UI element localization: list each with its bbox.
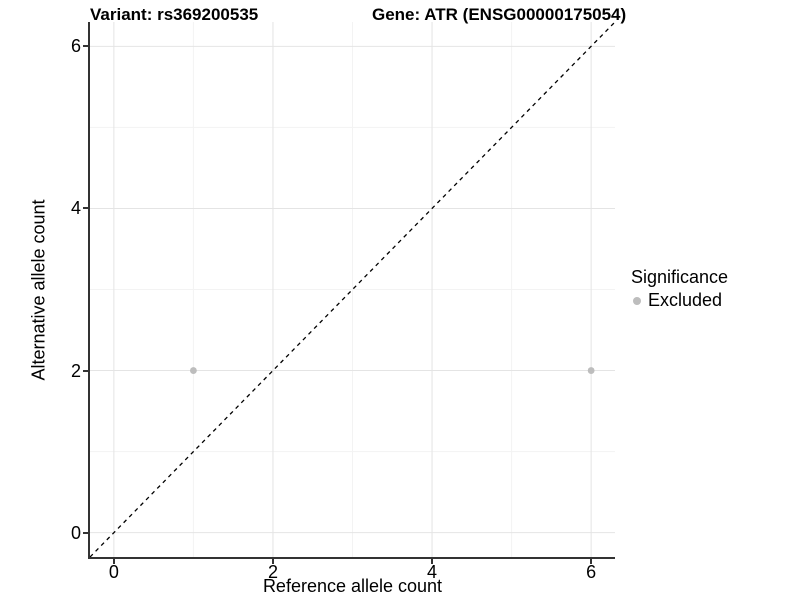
x-axis-line — [88, 557, 615, 559]
x-tick-mark — [590, 559, 593, 564]
legend-item-label: Excluded — [648, 290, 723, 310]
x-tick-mark — [112, 559, 115, 564]
legend-item: Excluded — [631, 289, 728, 312]
y-tick-mark — [83, 531, 88, 534]
y-axis-line — [88, 22, 90, 559]
y-axis-title: Alternative allele count — [28, 199, 49, 381]
plot-canvas — [89, 21, 616, 558]
legend-items: Excluded — [631, 289, 728, 312]
data-point — [587, 367, 595, 374]
y-tick-label: 6 — [70, 36, 81, 57]
identity-dashed-line — [89, 21, 616, 558]
y-tick-label: 4 — [70, 198, 81, 219]
data-point — [190, 367, 197, 374]
x-tick-label: 6 — [586, 562, 597, 582]
x-tick-mark — [271, 559, 274, 564]
x-axis-title: Reference allele count — [262, 576, 443, 596]
y-tick-mark — [83, 207, 88, 210]
legend-point-icon — [633, 296, 641, 305]
y-tick-mark — [83, 45, 88, 48]
plot-panel — [89, 21, 616, 558]
x-tick-mark — [431, 559, 434, 564]
x-tick-label: 4 — [427, 562, 438, 582]
y-tick-label: 2 — [70, 360, 81, 381]
gene-title: Gene: ATR (ENSG00000175054) — [372, 5, 627, 24]
legend-title: Significance — [631, 267, 729, 287]
x-tick-label: 2 — [267, 562, 278, 582]
y-tick-label: 0 — [70, 522, 81, 543]
variant-title: Variant: rs369200535 — [90, 5, 259, 24]
y-tick-mark — [83, 369, 88, 372]
x-tick-label: 0 — [108, 562, 119, 582]
legend: Significance Excluded — [631, 265, 728, 312]
